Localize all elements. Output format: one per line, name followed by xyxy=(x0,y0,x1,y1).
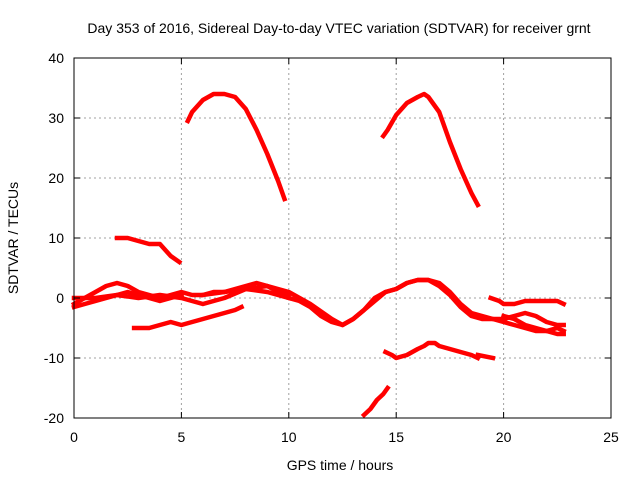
chart-title: Day 353 of 2016, Sidereal Day-to-day VTE… xyxy=(87,20,590,36)
series-line-arc-4 xyxy=(114,235,183,266)
x-tick-label: 20 xyxy=(496,429,512,445)
y-tick-label: -20 xyxy=(44,410,64,426)
data-series xyxy=(70,91,567,419)
x-tick-label: 15 xyxy=(388,429,404,445)
series-line-arc-5 xyxy=(131,304,245,331)
x-axis-label: GPS time / hours xyxy=(287,457,394,473)
x-tick-label: 5 xyxy=(178,429,186,445)
series-line-arc-6 xyxy=(184,91,288,202)
x-tick-label: 25 xyxy=(603,429,619,445)
y-tick-label: 0 xyxy=(56,290,64,306)
series-line-arc-9 xyxy=(360,384,391,419)
series-line-arc-8 xyxy=(286,277,566,337)
series-line-arc-11 xyxy=(380,91,481,209)
series-line-arc-13 xyxy=(487,295,567,307)
y-tick-labels: -20 -10 0 10 20 30 40 xyxy=(44,50,64,426)
series-line-arc-10 xyxy=(382,340,481,361)
x-tick-label: 10 xyxy=(281,429,297,445)
series-line-arc-14 xyxy=(500,313,567,334)
y-tick-label: -10 xyxy=(44,350,64,366)
y-tick-label: 40 xyxy=(48,50,64,66)
series-line-arc-12 xyxy=(475,352,496,361)
series-line-arc-3 xyxy=(71,289,185,310)
y-tick-label: 20 xyxy=(48,170,64,186)
y-axis-label: SDTVAR / TECUs xyxy=(5,182,21,294)
axis-ticks xyxy=(73,57,612,419)
y-tick-label: 10 xyxy=(48,230,64,246)
grid-lines xyxy=(74,58,611,418)
x-tick-label: 0 xyxy=(70,429,78,445)
series-line-arc-1 xyxy=(70,280,292,308)
x-tick-labels: 0 5 10 15 20 25 xyxy=(70,429,619,445)
y-tick-label: 30 xyxy=(48,110,64,126)
